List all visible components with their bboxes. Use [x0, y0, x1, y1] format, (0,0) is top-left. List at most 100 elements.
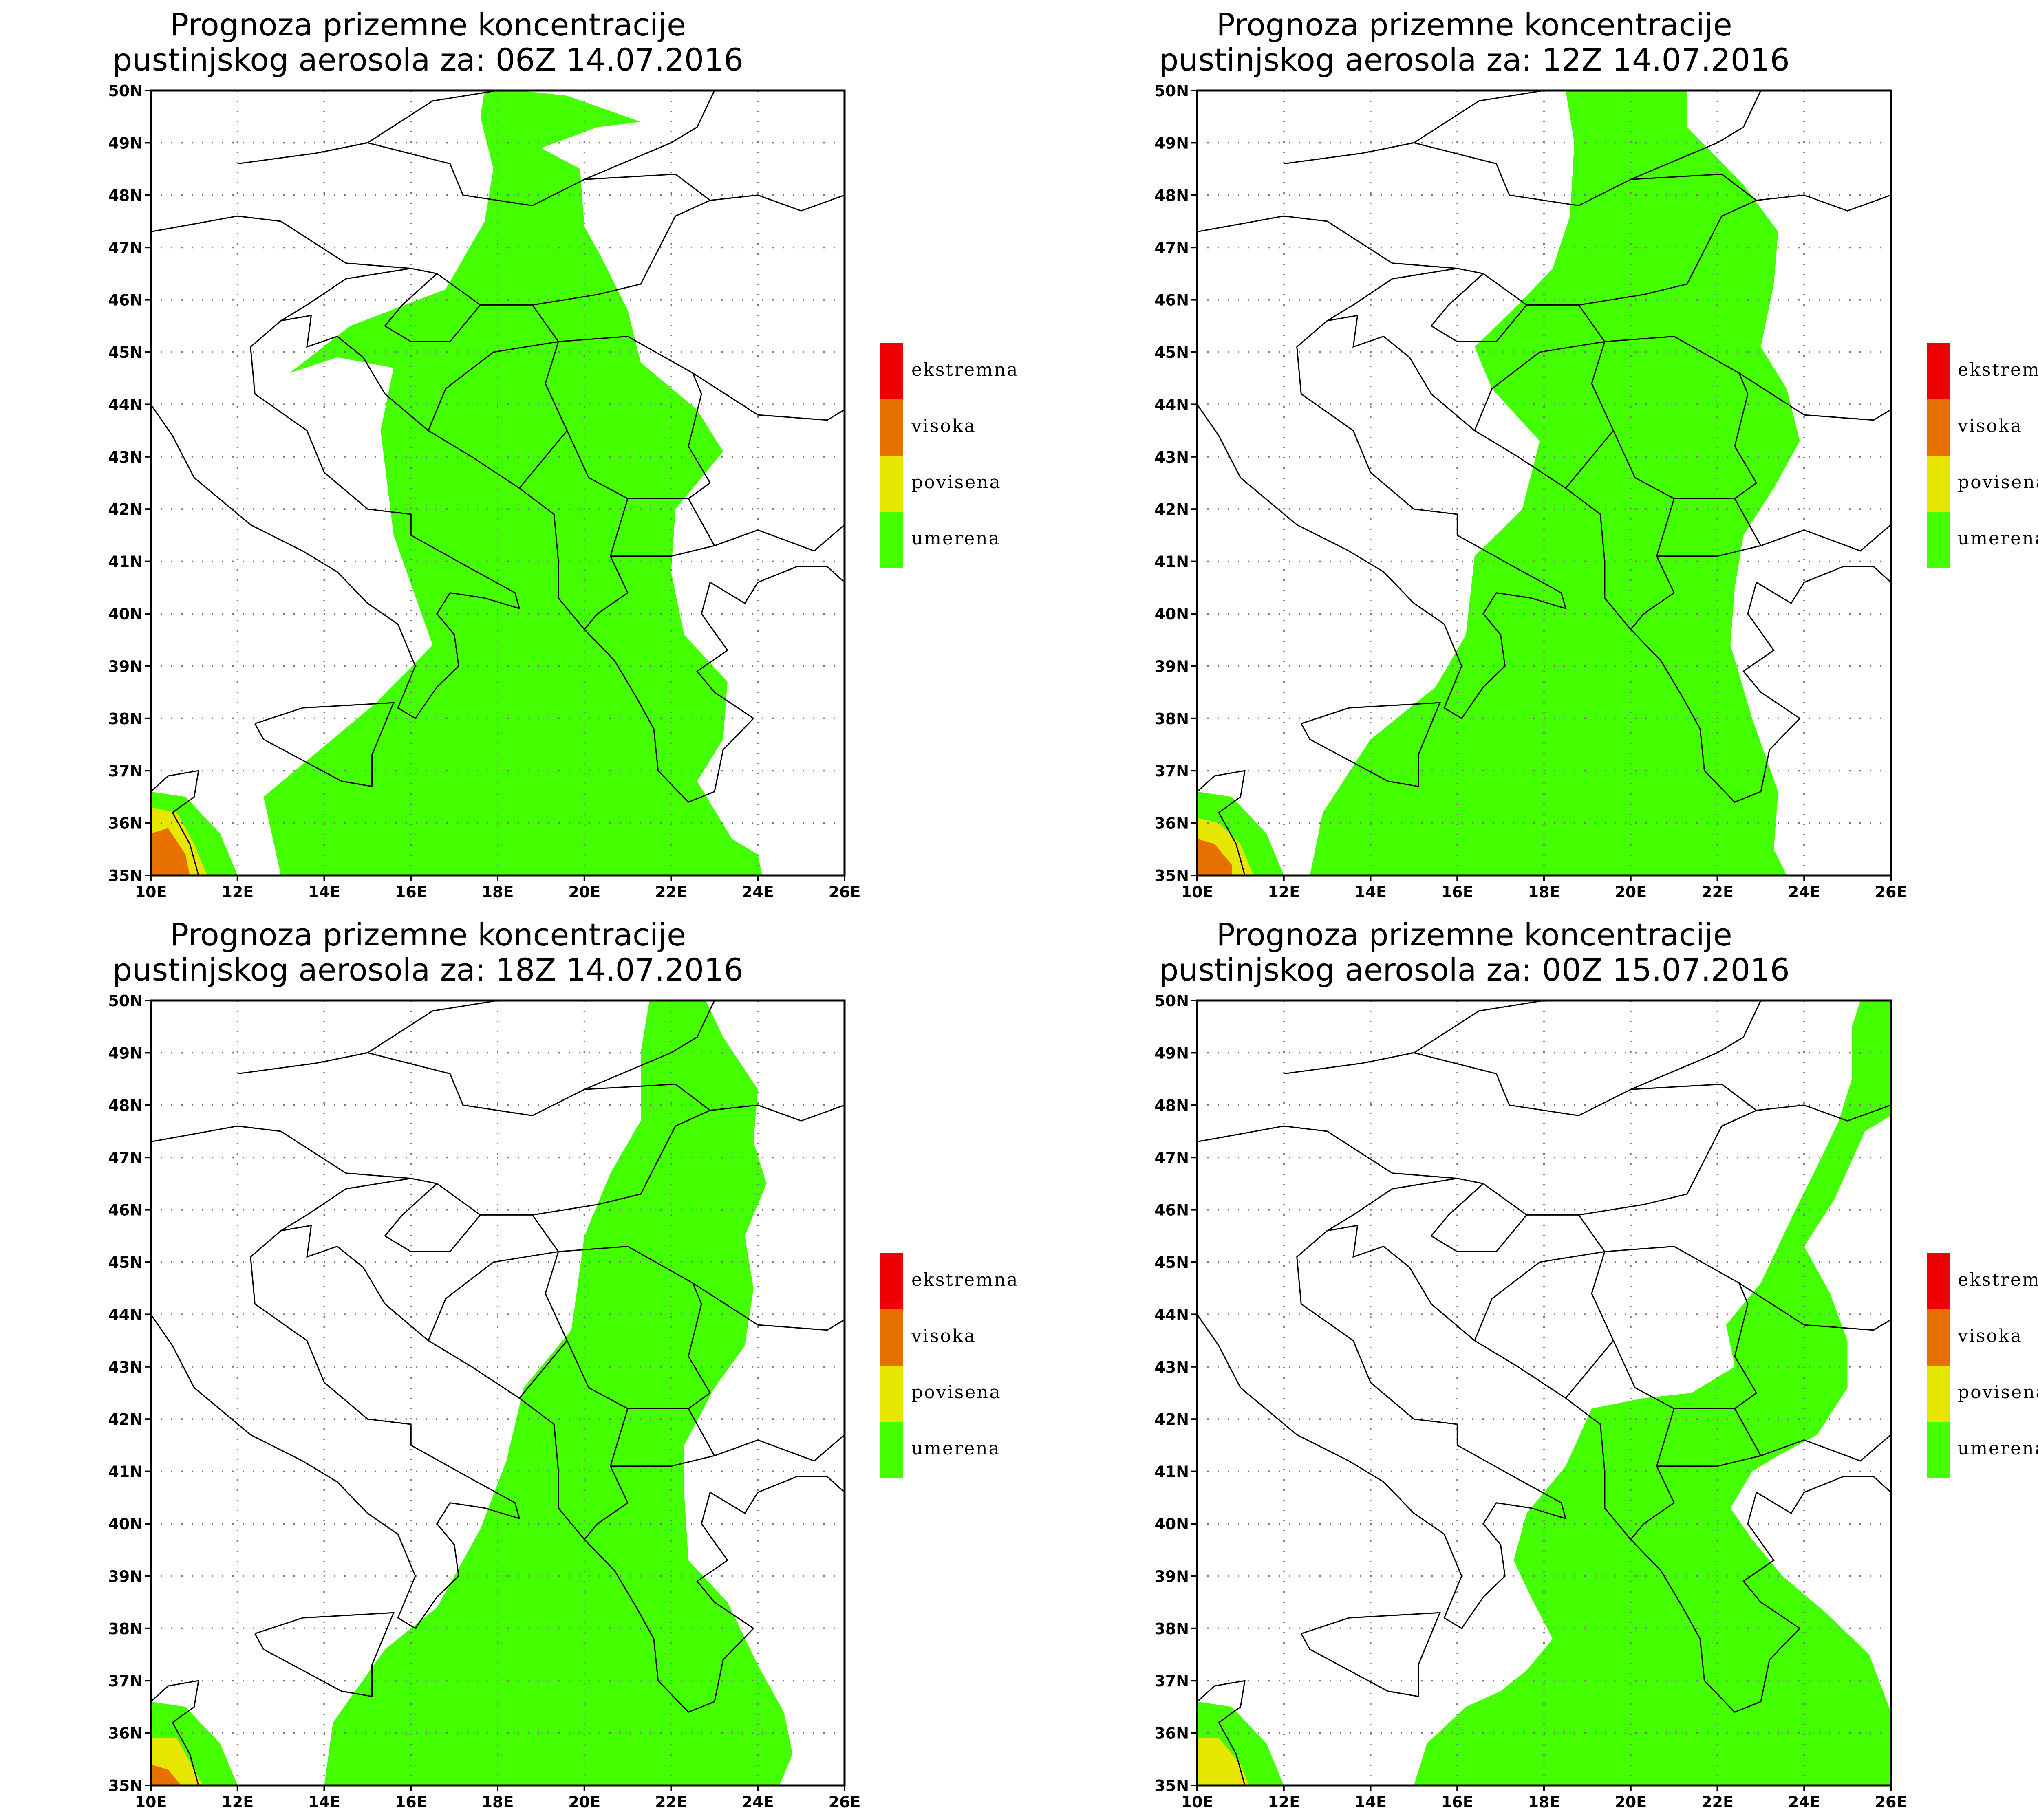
boundary-line: [280, 268, 411, 322]
boundary-line: [1284, 1052, 1758, 1216]
legend-swatch: [1927, 399, 1950, 456]
lat-tick-label: 40N: [108, 605, 143, 623]
legend-swatch: [1927, 512, 1950, 568]
panel-title: Prognoza prizemne koncentracije pustinjs…: [1046, 917, 1902, 987]
boundary-line: [710, 194, 845, 212]
boundary-line: [1604, 335, 1758, 630]
lon-tick-label: 24E: [742, 883, 774, 901]
lon-tick-label: 10E: [135, 1793, 167, 1811]
map-canvas: 35N 36N 37N 38N 39N 40N 41N 42N 43N 44N 45N 46N 47N 4…: [1154, 82, 1907, 901]
lat-tick-label: 43N: [1154, 448, 1189, 466]
lat-tick-label: 46N: [1154, 291, 1189, 309]
map-canvas: 35N 36N 37N 38N 39N 40N 41N 42N 43N 44N 45N 46N 47N 4…: [1154, 992, 1907, 1811]
lat-tick-label: 36N: [108, 815, 143, 833]
panel-title: Prognoza prizemne koncentracije pustinjs…: [0, 7, 856, 77]
boundary-line: [1738, 372, 1891, 421]
lon-tick-label: 10E: [1181, 1793, 1213, 1811]
boundary-line: [428, 1251, 559, 1341]
legend-label: umerena: [911, 1438, 1001, 1459]
lat-tick-label: 47N: [1154, 1149, 1189, 1167]
legend-label: visoka: [1958, 1326, 2023, 1346]
lon-tick-label: 22E: [1701, 1793, 1734, 1811]
boundary-line: [151, 1680, 199, 1785]
lon-tick-label: 12E: [1268, 883, 1300, 901]
boundary-line: [1630, 1000, 1762, 1090]
dust-patch-povisena: [1197, 1738, 1249, 1785]
title-line-2: pustinjskog aerosola za: 06Z 14.07.2016: [112, 42, 743, 78]
lat-tick-label: 40N: [1154, 1515, 1189, 1533]
boundary-line: [1612, 430, 1674, 499]
legend-swatch: [880, 1422, 903, 1478]
legend-label: visoka: [911, 416, 976, 436]
boundary-line: [1197, 1225, 1567, 1629]
title-line-2: pustinjskog aerosola za: 18Z 14.07.2016: [112, 952, 743, 988]
lat-tick-label: 37N: [1154, 762, 1189, 780]
lat-tick-label: 43N: [108, 1358, 143, 1376]
lat-tick-label: 43N: [1154, 1358, 1189, 1376]
panel-title: Prognoza prizemne koncentracije pustinjs…: [0, 917, 856, 987]
lon-tick-label: 22E: [655, 1793, 687, 1811]
lon-tick-label: 16E: [395, 883, 427, 901]
lat-tick-label: 36N: [108, 1725, 143, 1743]
legend-swatch: [1927, 1366, 1950, 1422]
boundary-line: [367, 1000, 498, 1053]
dust-patch-visoka: [1197, 839, 1232, 875]
legend-label: ekstremna: [911, 1269, 1019, 1290]
legend-label: visoka: [1958, 416, 2023, 436]
lat-tick-label: 39N: [1154, 657, 1189, 675]
lat-tick-label: 42N: [108, 1410, 143, 1428]
lat-tick-label: 47N: [108, 239, 143, 257]
lon-tick-label: 26E: [1875, 1793, 1907, 1811]
boundary-line: [710, 1104, 845, 1122]
legend-label: povisena: [911, 472, 1001, 493]
lat-tick-label: 37N: [1154, 1672, 1189, 1690]
lat-tick-label: 50N: [108, 82, 143, 100]
lat-tick-label: 42N: [108, 500, 143, 518]
boundary-line: [1327, 268, 1458, 322]
lat-tick-label: 50N: [108, 992, 143, 1010]
boundary-line: [558, 1245, 711, 1540]
legend-swatch: [880, 1366, 903, 1422]
lon-tick-label: 12E: [221, 883, 254, 901]
legend-swatch: [880, 1309, 903, 1366]
lon-tick-label: 26E: [829, 1793, 861, 1811]
lon-tick-label: 14E: [1354, 883, 1387, 901]
lat-tick-label: 39N: [1154, 1567, 1189, 1585]
legend-swatch: [880, 343, 903, 399]
lat-tick-label: 35N: [1154, 1777, 1189, 1795]
lon-tick-label: 16E: [395, 1793, 427, 1811]
lon-tick-label: 12E: [1268, 1793, 1300, 1811]
lat-tick-label: 38N: [108, 710, 143, 728]
boundary-line: [428, 341, 559, 431]
boundary-line: [566, 430, 628, 499]
title-line-1: Prognoza prizemne koncentracije: [170, 917, 686, 953]
lon-tick-label: 10E: [1181, 883, 1213, 901]
boundary-line: [584, 1000, 715, 1090]
title-line-2: pustinjskog aerosola za: 12Z 14.07.2016: [1159, 42, 1790, 78]
lat-tick-label: 49N: [1154, 1044, 1189, 1062]
boundary-line: [1300, 702, 1441, 787]
boundary-line: [151, 1225, 521, 1629]
map-panel-06z: 35N 36N 37N 38N 39N 40N 41N 42N 43N 44N 45N 46N 47N 4…: [0, 0, 1046, 910]
boundary-line: [1430, 1183, 1527, 1252]
boundary-line: [367, 90, 498, 143]
legend-label: povisena: [1958, 472, 2038, 493]
boundary-line: [280, 1178, 411, 1232]
lon-tick-label: 14E: [308, 883, 340, 901]
boundary-line: [1756, 1104, 1891, 1122]
map-panel-12z: 35N 36N 37N 38N 39N 40N 41N 42N 43N 44N 45N 46N 47N 4…: [1046, 0, 2038, 910]
lat-tick-label: 38N: [1154, 710, 1189, 728]
lat-tick-label: 47N: [108, 1149, 143, 1167]
lat-tick-label: 41N: [1154, 553, 1189, 571]
lon-tick-label: 22E: [1701, 883, 1734, 901]
lat-tick-label: 38N: [1154, 1620, 1189, 1638]
legend-label: povisena: [911, 1382, 1001, 1403]
lon-tick-label: 18E: [482, 883, 514, 901]
lat-tick-label: 42N: [1154, 1410, 1189, 1428]
lat-tick-label: 45N: [1154, 344, 1189, 361]
lon-tick-label: 22E: [655, 883, 687, 901]
lon-tick-label: 18E: [1528, 883, 1560, 901]
lat-tick-label: 45N: [1154, 1254, 1189, 1271]
boundary-line: [1414, 90, 1544, 143]
legend-label: povisena: [1958, 1382, 2038, 1403]
